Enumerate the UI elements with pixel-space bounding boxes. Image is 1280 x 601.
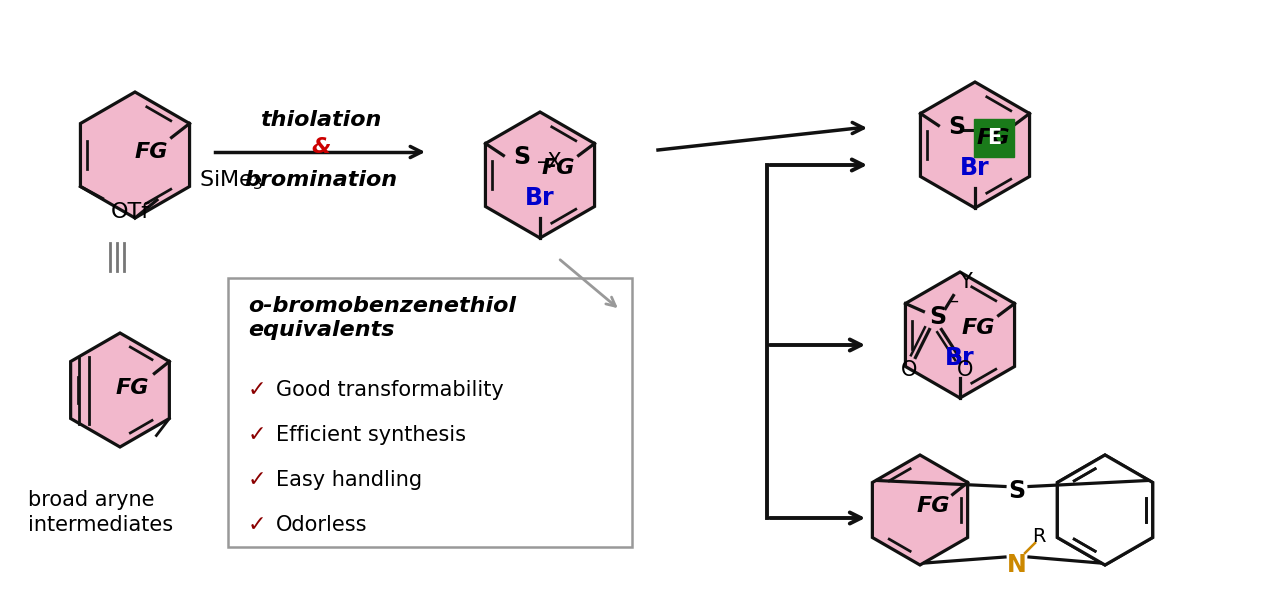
Polygon shape <box>920 82 1029 208</box>
Text: E: E <box>987 127 1001 147</box>
Text: ✓: ✓ <box>248 470 266 490</box>
Text: S: S <box>1009 478 1025 502</box>
Text: –: – <box>950 291 959 310</box>
Text: ✓: ✓ <box>248 425 266 445</box>
Text: FG: FG <box>116 377 150 397</box>
FancyBboxPatch shape <box>974 118 1015 156</box>
Text: Good transformability: Good transformability <box>276 380 504 400</box>
Text: FG: FG <box>977 127 1010 147</box>
Polygon shape <box>1057 455 1152 565</box>
Text: S: S <box>929 305 947 329</box>
Text: SiMe$_3$: SiMe$_3$ <box>198 168 262 192</box>
Text: Easy handling: Easy handling <box>276 470 422 490</box>
Text: Y: Y <box>960 272 973 291</box>
Text: Odorless: Odorless <box>276 515 367 535</box>
Text: intermediates: intermediates <box>28 515 173 535</box>
Text: FG: FG <box>961 317 995 338</box>
Polygon shape <box>485 112 594 238</box>
Text: OTf: OTf <box>110 203 150 222</box>
Text: S: S <box>948 115 965 139</box>
Text: FG: FG <box>541 157 575 177</box>
Polygon shape <box>1057 455 1152 565</box>
Text: bromination: bromination <box>244 170 398 190</box>
Text: Br: Br <box>945 346 975 370</box>
Text: Br: Br <box>960 156 989 180</box>
Text: &: & <box>311 137 330 157</box>
Text: FG: FG <box>916 496 950 516</box>
Polygon shape <box>873 455 968 565</box>
Text: ✓: ✓ <box>248 380 266 400</box>
Text: FG: FG <box>134 141 168 162</box>
Text: O: O <box>901 359 918 379</box>
Text: R: R <box>1032 528 1046 546</box>
Text: thiolation: thiolation <box>260 110 381 130</box>
Text: N: N <box>1007 553 1027 577</box>
Text: S: S <box>513 145 531 169</box>
Text: ✓: ✓ <box>248 515 266 535</box>
FancyBboxPatch shape <box>228 278 632 547</box>
Polygon shape <box>70 333 169 447</box>
Text: O: O <box>957 359 974 379</box>
Polygon shape <box>81 92 189 218</box>
Polygon shape <box>905 272 1015 398</box>
Text: o-bromobenzenethiol
equivalents: o-bromobenzenethiol equivalents <box>248 296 516 340</box>
Text: broad aryne: broad aryne <box>28 490 155 510</box>
Text: –X: –X <box>538 151 562 171</box>
Text: Br: Br <box>525 186 554 210</box>
Text: Efficient synthesis: Efficient synthesis <box>276 425 466 445</box>
